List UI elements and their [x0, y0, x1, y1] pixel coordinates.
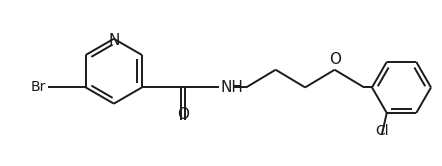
Text: O: O — [177, 107, 189, 122]
Text: Cl: Cl — [375, 124, 389, 138]
Text: Br: Br — [31, 80, 46, 94]
Text: N: N — [108, 33, 119, 48]
Text: NH: NH — [221, 80, 244, 95]
Text: O: O — [329, 52, 341, 67]
